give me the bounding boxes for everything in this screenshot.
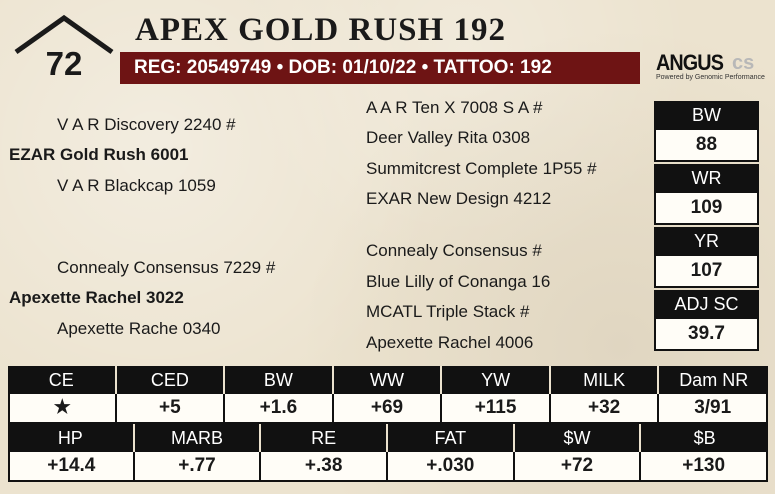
epd-value: +115 bbox=[442, 394, 551, 424]
pedigree-g3-1: A A R Ten X 7008 S A # bbox=[366, 98, 543, 117]
epd-value-row-2: +14.4 +.77 +.38 +.030 +72 +130 bbox=[8, 452, 768, 482]
stat-wr-box: WR 109 bbox=[654, 164, 759, 225]
epd-value: +14.4 bbox=[8, 452, 135, 482]
pedigree-dam-sire: Connealy Consensus 7229 # bbox=[57, 258, 276, 277]
epd-header: MARB bbox=[134, 424, 262, 452]
epd-value: +.77 bbox=[134, 452, 262, 482]
animal-name: APEX GOLD RUSH 192 bbox=[135, 12, 506, 48]
stat-label: BW bbox=[654, 101, 759, 130]
epd-header: FAT bbox=[387, 424, 515, 452]
pedigree-g3-5: Connealy Consensus # bbox=[366, 241, 542, 260]
epd-header: Dam NR bbox=[659, 366, 768, 394]
pedigree-g3-2: Deer Valley Rita 0308 bbox=[366, 128, 531, 147]
stat-value: 107 bbox=[654, 256, 759, 288]
epd-value: +69 bbox=[333, 394, 443, 424]
epd-header: $B bbox=[641, 424, 768, 452]
epd-header: MILK bbox=[550, 366, 660, 394]
pedigree-g3-4: EXAR New Design 4212 bbox=[366, 189, 552, 208]
epd-header-row-2: HP MARB RE FAT $W $B bbox=[8, 424, 768, 452]
epd-value: 3/91 bbox=[659, 394, 768, 424]
epd-header: BW bbox=[225, 366, 334, 394]
epd-value: +130 bbox=[641, 452, 768, 482]
angus-logo: ANGUS cs Powered by Genomic Performance bbox=[656, 52, 768, 84]
epd-header: HP bbox=[8, 424, 135, 452]
logo-tagline: Powered by Genomic Performance bbox=[656, 74, 765, 81]
pedigree-g3-8: Apexette Rachel 4006 bbox=[366, 333, 534, 352]
stat-bw-box: BW 88 bbox=[654, 101, 759, 162]
pedigree-dam-dam: Apexette Rache 0340 bbox=[57, 319, 221, 338]
stat-label: WR bbox=[654, 164, 759, 193]
epd-header-row-1: CE CED BW WW YW MILK Dam NR bbox=[8, 366, 768, 394]
epd-value: +.38 bbox=[261, 452, 388, 482]
stat-label: YR bbox=[654, 227, 759, 256]
pedigree-sire: EZAR Gold Rush 6001 bbox=[9, 145, 189, 164]
epd-header: CE bbox=[8, 366, 117, 394]
logo-suffix: cs bbox=[732, 52, 755, 74]
epd-value-row-1: ★ +5 +1.6 +69 +115 +32 3/91 bbox=[8, 394, 768, 424]
pedigree-g3-3: Summitcrest Complete 1P55 # bbox=[366, 159, 597, 178]
epd-value: +32 bbox=[550, 394, 660, 424]
pedigree-dam: Apexette Rachel 3022 bbox=[9, 288, 184, 307]
pedigree-sire-dam: V A R Blackcap 1059 bbox=[57, 176, 216, 195]
epd-header: YW bbox=[442, 366, 551, 394]
stat-value: 109 bbox=[654, 193, 759, 225]
epd-value: +72 bbox=[514, 452, 642, 482]
lot-number: 72 bbox=[45, 45, 83, 82]
stat-label: ADJ SC bbox=[654, 290, 759, 319]
stat-value: 39.7 bbox=[654, 319, 759, 351]
pedigree-g3-7: MCATL Triple Stack # bbox=[366, 302, 530, 321]
pedigree-sire-sire: V A R Discovery 2240 # bbox=[57, 115, 236, 134]
epd-header: $W bbox=[514, 424, 642, 452]
epd-value: +5 bbox=[116, 394, 226, 424]
epd-header: WW bbox=[333, 366, 443, 394]
registration-bar: REG: 20549749 • DOB: 01/10/22 • TATTOO: … bbox=[120, 52, 640, 84]
stat-value: 88 bbox=[654, 130, 759, 162]
epd-value: ★ bbox=[8, 394, 117, 424]
stat-yr-box: YR 107 bbox=[654, 227, 759, 288]
pedigree-g3-6: Blue Lilly of Conanga 16 bbox=[366, 272, 551, 291]
epd-value: +1.6 bbox=[225, 394, 334, 424]
logo-word: ANGUS bbox=[656, 50, 724, 75]
stat-adj-sc-box: ADJ SC 39.7 bbox=[654, 290, 759, 351]
epd-header: RE bbox=[261, 424, 388, 452]
epd-header: CED bbox=[116, 366, 226, 394]
lot-roof-icon bbox=[14, 14, 114, 55]
epd-value: +.030 bbox=[387, 452, 515, 482]
